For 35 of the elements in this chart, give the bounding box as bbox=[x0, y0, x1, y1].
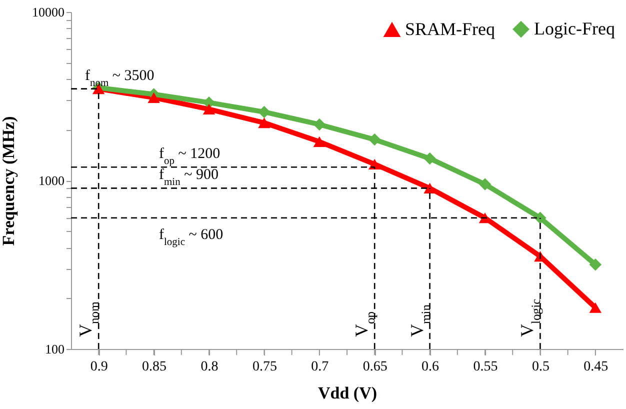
ref-line-label: f$_{op}$ ~ 1200 bbox=[159, 146, 220, 167]
x-tick-label: 0.65 bbox=[362, 360, 388, 374]
y-axis-title: Frequency (MHz) bbox=[0, 116, 18, 246]
point bbox=[258, 106, 270, 118]
point bbox=[368, 133, 381, 146]
legend-label: SRAM-Freq bbox=[405, 18, 496, 39]
x-tick-label: 0.6 bbox=[422, 360, 440, 374]
y-tick-label: 10000 bbox=[32, 4, 64, 20]
x-tick-label: 0.9 bbox=[90, 360, 108, 374]
point bbox=[589, 302, 602, 313]
x-tick-label: 0.5 bbox=[532, 360, 550, 374]
x-tick-label: 0.85 bbox=[142, 360, 167, 374]
x-tick-label: 0.7 bbox=[311, 360, 329, 374]
point bbox=[589, 258, 602, 271]
point bbox=[424, 182, 436, 194]
x-tick-label: 0.8 bbox=[200, 360, 218, 374]
point bbox=[313, 136, 326, 147]
y-tick-label: 100 bbox=[45, 342, 64, 356]
legend-label: Logic-Freq bbox=[534, 18, 615, 38]
point bbox=[313, 118, 326, 131]
point bbox=[368, 158, 381, 170]
point bbox=[258, 118, 270, 128]
point bbox=[148, 92, 160, 104]
point bbox=[534, 212, 546, 224]
point bbox=[424, 152, 436, 165]
x-tick-label: 0.55 bbox=[473, 360, 498, 374]
x-axis-title: Vdd (V) bbox=[318, 384, 378, 402]
point bbox=[478, 178, 492, 190]
ref-line-label: f$_{logic}$ ~ 600 bbox=[159, 226, 224, 248]
x-tick-label: 0.45 bbox=[584, 360, 608, 374]
point bbox=[202, 104, 216, 114]
x-tick-label: 0.75 bbox=[252, 360, 277, 374]
y-tick-label: 1000 bbox=[38, 173, 64, 188]
ref-line-label: f$_{min}$ ~ 900 bbox=[159, 167, 218, 188]
ref-line-label: f$_{nom}$ ~ 3500 bbox=[85, 68, 154, 88]
